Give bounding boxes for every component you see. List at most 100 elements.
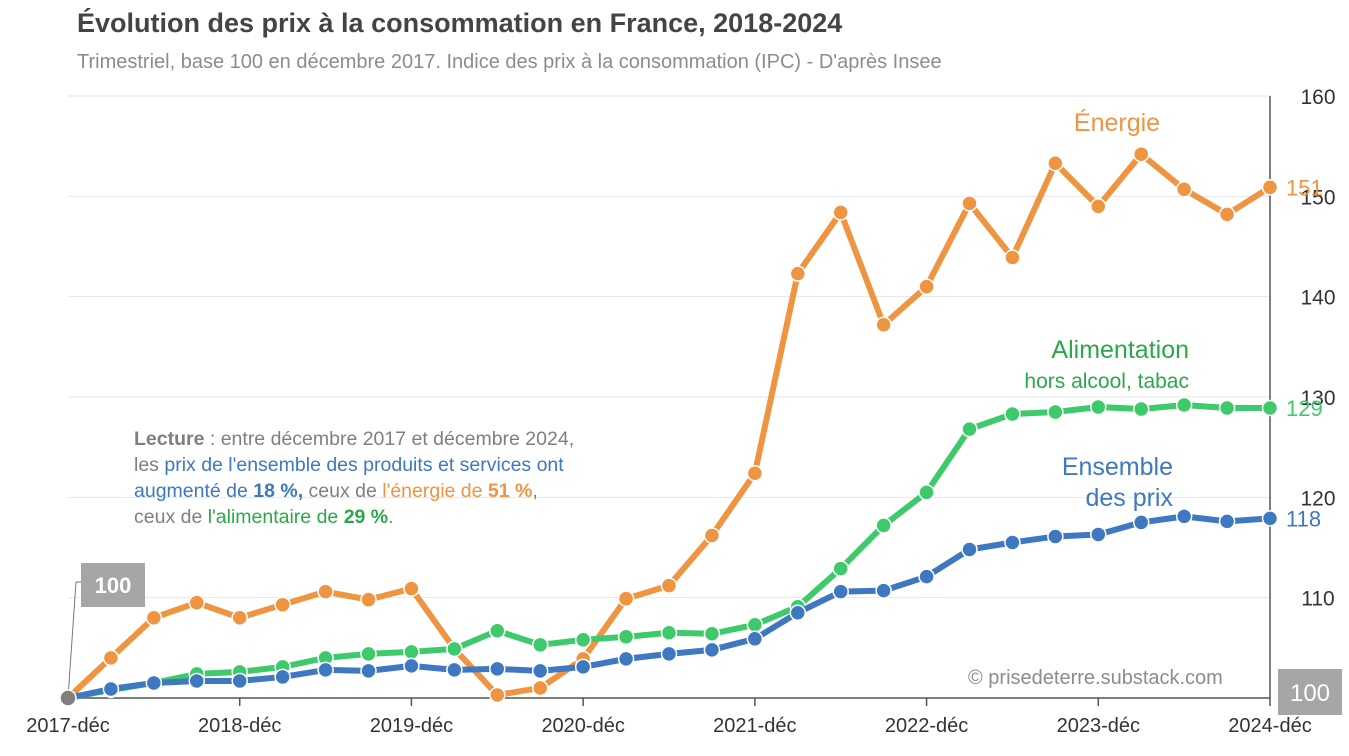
base-callout-leader xyxy=(67,581,77,699)
data-point-energie xyxy=(531,679,549,697)
data-point-alimentation xyxy=(961,420,978,438)
reading-note-line-3: augmenté de 18 %, ceux de l'énergie de 5… xyxy=(134,480,538,502)
data-point-alimentation xyxy=(660,624,678,642)
data-point-energie xyxy=(1004,249,1021,266)
end-label-alimentation: 129 xyxy=(1286,396,1323,421)
data-point-alimentation xyxy=(1218,399,1236,417)
data-point-alimentation xyxy=(1047,403,1064,421)
data-point-ensemble xyxy=(660,645,678,663)
data-point-ensemble xyxy=(1004,534,1021,551)
data-point-ensemble xyxy=(617,650,635,668)
series-label-alimentation-sub: hors alcool, tabac xyxy=(1024,370,1189,393)
series-label-ensemble: Ensemble xyxy=(1062,453,1173,481)
data-point-energie xyxy=(1047,154,1064,172)
reading-note-line-2: les prix de l'ensemble des produits et s… xyxy=(134,454,564,476)
data-point-alimentation xyxy=(403,643,420,661)
base-callout-label: 100 xyxy=(95,573,132,598)
data-point-ensemble xyxy=(789,604,807,621)
data-point-ensemble xyxy=(961,541,978,558)
y-tick-label: 130 xyxy=(1300,387,1335,410)
data-point-alimentation xyxy=(875,517,892,534)
data-point-ensemble xyxy=(1090,526,1107,543)
data-point-energie xyxy=(360,591,377,608)
data-point-ensemble xyxy=(746,630,764,648)
data-point-energie xyxy=(274,596,291,613)
data-point-alimentation xyxy=(617,628,635,646)
x-tick-label: 2023-déc xyxy=(1057,715,1140,737)
data-point-ensemble xyxy=(317,661,334,679)
y-tick-label: 110 xyxy=(1301,588,1334,611)
reading-note-line-1: Lecture : entre décembre 2017 et décembr… xyxy=(134,428,575,450)
x-tick-label: 2017-déc xyxy=(26,715,109,737)
data-point-ensemble xyxy=(832,583,849,600)
data-point-alimentation xyxy=(703,625,721,643)
y-tick-label: 150 xyxy=(1300,186,1335,209)
data-point-ensemble xyxy=(531,662,549,680)
base-axis-label: 100 xyxy=(1290,680,1330,707)
data-point-ensemble xyxy=(274,668,291,686)
data-point-ensemble xyxy=(489,660,506,678)
data-point-ensemble xyxy=(1261,510,1279,527)
data-point-ensemble xyxy=(102,680,120,698)
data-point-energie xyxy=(317,583,334,600)
y-tick-label: 160 xyxy=(1300,86,1335,109)
base-axis-box xyxy=(1278,669,1342,715)
data-point-alimentation xyxy=(1132,400,1150,418)
data-point-ensemble xyxy=(574,658,592,676)
data-point-energie xyxy=(961,195,978,212)
data-point-alimentation xyxy=(531,636,549,654)
data-point-ensemble xyxy=(446,661,463,679)
data-point-energie xyxy=(918,278,935,295)
series-label-alimentation: Alimentation xyxy=(1051,336,1189,364)
end-label-energie: 151 xyxy=(1286,175,1323,200)
y-tick-label: 120 xyxy=(1300,487,1335,510)
start-point xyxy=(59,689,77,707)
data-point-alimentation xyxy=(1261,399,1279,417)
data-point-ensemble xyxy=(875,582,892,599)
data-point-ensemble xyxy=(231,672,248,690)
data-point-energie xyxy=(617,590,635,607)
data-point-energie xyxy=(145,609,163,626)
reading-note-lead: Lecture xyxy=(134,428,205,450)
data-point-alimentation xyxy=(574,631,592,649)
data-point-energie xyxy=(832,204,849,221)
y-tick-label: 140 xyxy=(1300,287,1335,310)
data-point-alimentation xyxy=(1175,396,1193,414)
data-point-ensemble xyxy=(403,657,420,675)
data-point-alimentation xyxy=(918,484,935,501)
data-point-energie xyxy=(875,316,892,334)
data-point-energie xyxy=(703,527,721,544)
x-tick-label: 2018-déc xyxy=(198,715,281,737)
data-point-ensemble xyxy=(918,568,935,585)
data-point-energie xyxy=(746,465,764,482)
x-tick-label: 2020-déc xyxy=(541,715,624,737)
chart-title: Évolution des prix à la consommation en … xyxy=(77,8,843,38)
data-point-alimentation xyxy=(360,645,377,663)
reading-note-line-4: ceux de l'alimentaire de 29 %. xyxy=(134,506,394,528)
data-point-ensemble xyxy=(360,662,377,680)
data-point-energie xyxy=(188,594,206,611)
data-point-ensemble xyxy=(188,672,206,690)
credit-text: © prisedeterre.substack.com xyxy=(968,667,1223,689)
data-point-energie xyxy=(1218,206,1236,223)
data-point-ensemble xyxy=(1218,513,1236,530)
data-point-energie xyxy=(1090,198,1107,215)
x-tick-label: 2022-déc xyxy=(885,715,968,737)
reading-note: Lecture : entre décembre 2017 et décembr… xyxy=(134,426,574,530)
series-label-energie: Énergie xyxy=(1074,108,1160,137)
data-point-energie xyxy=(1132,145,1150,163)
data-point-ensemble xyxy=(1047,528,1064,545)
data-point-energie xyxy=(489,686,506,704)
x-tick-label: 2024-déc xyxy=(1228,715,1311,737)
data-point-ensemble xyxy=(145,674,163,692)
data-point-energie xyxy=(231,609,248,626)
x-tick-label: 2021-déc xyxy=(713,715,796,737)
data-point-alimentation xyxy=(746,616,764,634)
data-point-energie xyxy=(403,580,420,597)
data-point-energie xyxy=(1175,181,1193,198)
data-point-ensemble xyxy=(703,641,721,659)
data-point-energie xyxy=(789,265,807,282)
data-point-energie xyxy=(1261,179,1279,196)
